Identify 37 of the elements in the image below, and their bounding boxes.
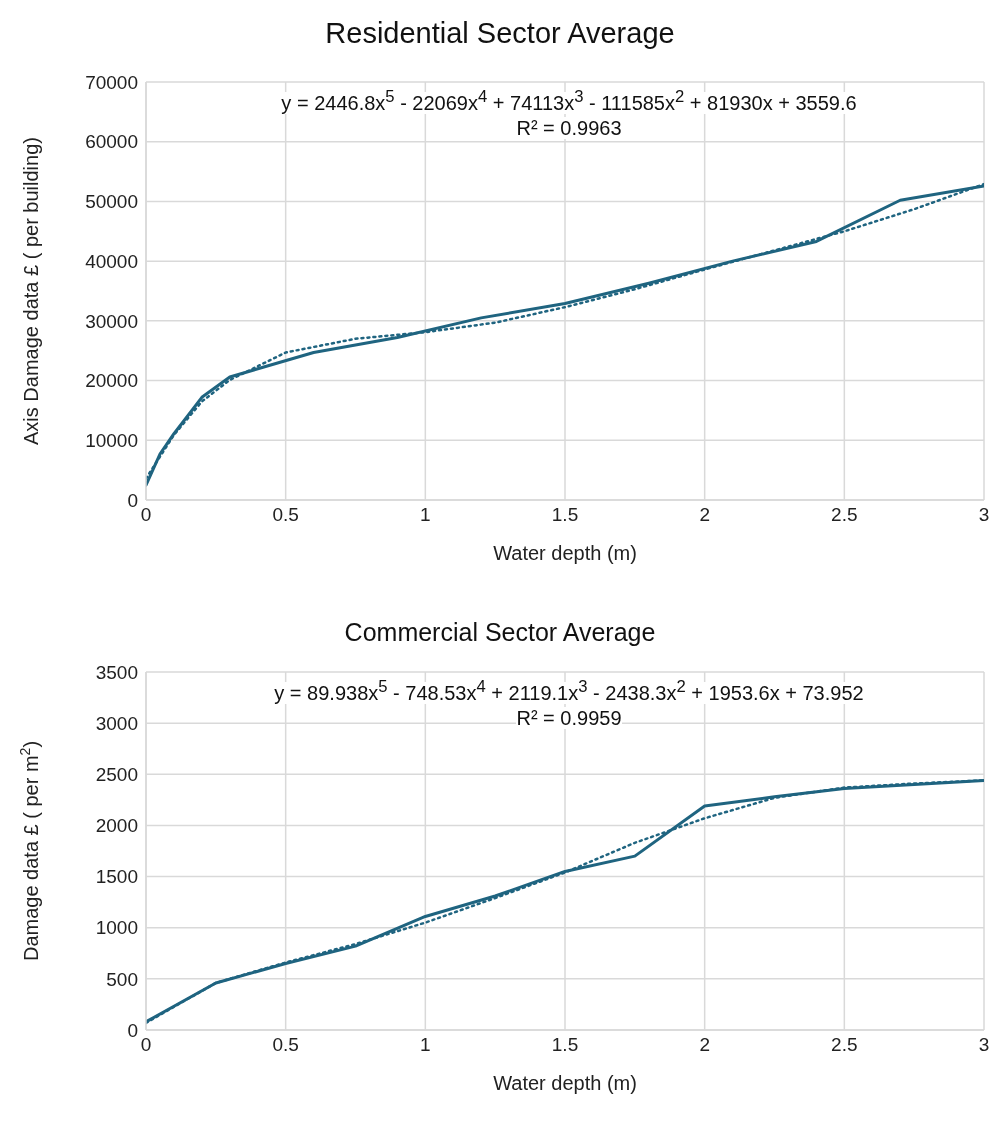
- y-tick-label: 1500: [95, 866, 138, 888]
- annotation: R² = 0.9963: [516, 116, 622, 139]
- x-tick-label: 1: [420, 504, 431, 526]
- x-axis-title: Water depth (m): [493, 542, 637, 564]
- y-tick-label: 2500: [95, 764, 138, 786]
- annotation: R² = 0.9959: [516, 706, 622, 729]
- x-axis-title: Water depth (m): [493, 1072, 637, 1094]
- chart-title: Commercial Sector Average: [343, 617, 657, 648]
- x-tick-label: 1: [420, 1034, 431, 1056]
- y-tick-label: 50000: [85, 191, 138, 213]
- y-tick-label: 60000: [85, 131, 138, 153]
- y-tick-label: 0: [127, 1019, 138, 1041]
- x-tick-label: 2: [699, 1034, 710, 1056]
- y-tick-label: 3500: [95, 661, 138, 683]
- x-tick-label: 0.5: [272, 504, 299, 526]
- y-tick-label: 0: [127, 489, 138, 511]
- x-tick-label: 2.5: [831, 504, 858, 526]
- y-tick-label: 70000: [85, 71, 138, 93]
- x-tick-label: 3: [978, 504, 990, 526]
- y-axis-title: Axis Damage data £ ( per building): [20, 137, 42, 445]
- y-tick-label: 20000: [85, 370, 138, 392]
- y-tick-label: 2000: [95, 815, 138, 837]
- y-tick-label: 40000: [85, 250, 138, 272]
- x-tick-label: 1.5: [551, 1034, 579, 1056]
- x-tick-label: 0.5: [272, 1034, 299, 1056]
- y-tick-label: 10000: [85, 430, 138, 452]
- chart-title: Residential Sector Average: [324, 16, 676, 51]
- y-tick-label: 500: [106, 968, 138, 990]
- x-tick-label: 2.5: [831, 1034, 858, 1056]
- x-tick-label: 2: [699, 504, 710, 526]
- text: y = 2446.8x$^{5}$ - 22069x$^{4}$ + 74113x$^{3}$ - 111585x$^{2}$ + 81930x + 3559.6: [281, 87, 857, 114]
- y-tick-label: 30000: [85, 310, 138, 332]
- x-tick-label: 1.5: [551, 504, 579, 526]
- y-tick-label: 1000: [95, 917, 138, 939]
- y-tick-label: 3000: [95, 712, 138, 734]
- text: y = 89.938x$^{5}$ - 748.53x$^{4}$ + 2119.1x$^{3}$ - 2438.3x$^{2}$ + 1953.6x + 73.952: [274, 677, 864, 704]
- x-tick-label: 3: [978, 1034, 990, 1056]
